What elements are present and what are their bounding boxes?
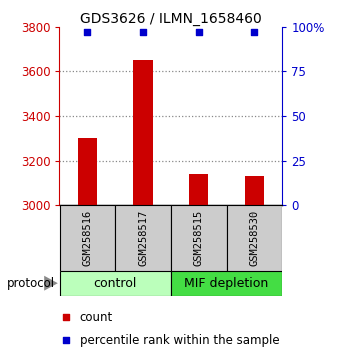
Bar xyxy=(133,60,153,205)
Text: control: control xyxy=(94,277,137,290)
Point xyxy=(64,337,69,343)
Point xyxy=(252,29,257,35)
Text: percentile rank within the sample: percentile rank within the sample xyxy=(80,334,279,347)
Bar xyxy=(59,205,115,271)
Point xyxy=(85,29,90,35)
Bar xyxy=(59,271,171,296)
Bar xyxy=(115,205,171,271)
Text: MIF depletion: MIF depletion xyxy=(184,277,269,290)
Text: GSM258517: GSM258517 xyxy=(138,210,148,266)
Bar xyxy=(171,205,226,271)
Title: GDS3626 / ILMN_1658460: GDS3626 / ILMN_1658460 xyxy=(80,12,262,25)
Point xyxy=(64,314,69,320)
Point xyxy=(196,29,201,35)
Bar xyxy=(244,176,264,205)
Bar xyxy=(78,138,97,205)
Text: GSM258515: GSM258515 xyxy=(194,210,204,266)
Text: count: count xyxy=(80,311,113,324)
Bar xyxy=(226,205,282,271)
Bar xyxy=(189,174,208,205)
Text: GSM258530: GSM258530 xyxy=(249,210,259,266)
Text: protocol: protocol xyxy=(7,278,55,290)
Bar xyxy=(171,271,282,296)
Point xyxy=(140,29,146,35)
Text: GSM258516: GSM258516 xyxy=(82,210,92,266)
Polygon shape xyxy=(44,276,58,291)
